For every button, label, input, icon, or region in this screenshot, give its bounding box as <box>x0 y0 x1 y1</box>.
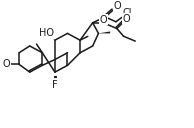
Text: F: F <box>52 80 58 90</box>
Text: O: O <box>100 15 107 25</box>
Text: O: O <box>113 1 121 11</box>
Text: O: O <box>123 14 130 24</box>
Text: Cl: Cl <box>123 8 132 18</box>
Text: HO: HO <box>39 28 54 38</box>
Text: O: O <box>3 59 10 69</box>
Polygon shape <box>46 33 55 40</box>
Polygon shape <box>99 31 110 33</box>
